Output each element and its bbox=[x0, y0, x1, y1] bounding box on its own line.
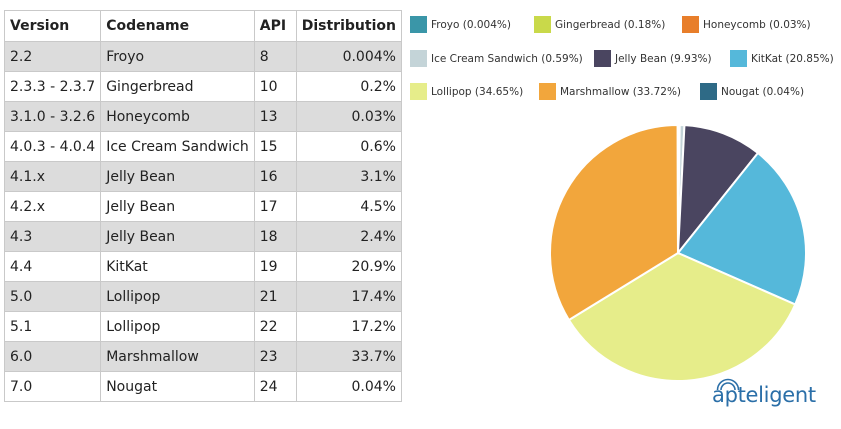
table-row: 7.0 Nougat 24 0.04% bbox=[3, 371, 402, 402]
legend-item-gingerbread: Gingerbread (0.18%) bbox=[534, 16, 665, 33]
cell-codename: Froyo bbox=[100, 41, 255, 72]
table-row: 6.0 Marshmallow 23 33.7% bbox=[3, 341, 402, 372]
table-row: 5.0 Lollipop 21 17.4% bbox=[3, 281, 402, 312]
header-codename: Codename bbox=[100, 10, 255, 42]
table-row: 4.3 Jelly Bean 18 2.4% bbox=[3, 221, 402, 252]
table-row: 4.4 KitKat 19 20.9% bbox=[3, 251, 402, 282]
legend-item-honeycomb: Honeycomb (0.03%) bbox=[682, 16, 811, 33]
legend-swatch bbox=[700, 83, 717, 100]
cell-version: 7.0 bbox=[3, 371, 102, 402]
table-row: 4.1.x Jelly Bean 16 3.1% bbox=[3, 161, 402, 192]
cell-api: 21 bbox=[253, 281, 297, 312]
legend-item-marshmallow: Marshmallow (33.72%) bbox=[539, 83, 681, 100]
legend-item-nougat: Nougat (0.04%) bbox=[700, 83, 804, 100]
legend-swatch bbox=[594, 50, 611, 67]
cell-distribution: 20.9% bbox=[295, 251, 402, 282]
signal-waves-icon bbox=[716, 378, 740, 391]
table-row: 3.1.0 - 3.2.6 Honeycomb 13 0.03% bbox=[3, 101, 402, 132]
cell-codename: Jelly Bean bbox=[100, 221, 255, 252]
cell-version: 5.1 bbox=[3, 311, 102, 342]
legend-swatch bbox=[410, 83, 427, 100]
cell-distribution: 3.1% bbox=[295, 161, 402, 192]
table-header-row: Version Codename API Distribution bbox=[3, 10, 402, 42]
cell-version: 4.2.x bbox=[3, 191, 102, 222]
legend-swatch bbox=[682, 16, 699, 33]
cell-distribution: 33.7% bbox=[295, 341, 402, 372]
cell-distribution: 0.04% bbox=[295, 371, 402, 402]
pie-slice-lollipop bbox=[567, 251, 797, 382]
cell-version: 6.0 bbox=[3, 341, 102, 372]
legend-label: Nougat (0.04%) bbox=[721, 85, 805, 98]
legend-swatch bbox=[410, 50, 427, 67]
legend-swatch bbox=[539, 83, 556, 100]
legend-label: Gingerbread (0.18%) bbox=[555, 18, 666, 31]
legend-swatch bbox=[534, 16, 551, 33]
cell-distribution: 4.5% bbox=[295, 191, 402, 222]
distribution-pie-chart bbox=[549, 123, 807, 382]
cell-api: 19 bbox=[253, 251, 297, 282]
cell-codename: KitKat bbox=[100, 251, 255, 282]
cell-codename: Jelly Bean bbox=[100, 161, 255, 192]
cell-codename: Lollipop bbox=[100, 281, 255, 312]
legend-label: Marshmallow (33.72%) bbox=[560, 85, 682, 98]
table-row: 4.2.x Jelly Bean 17 4.5% bbox=[3, 191, 402, 222]
cell-version: 4.1.x bbox=[3, 161, 102, 192]
cell-version: 2.2 bbox=[3, 41, 102, 72]
table-row: 2.3.3 - 2.3.7 Gingerbread 10 0.2% bbox=[3, 71, 402, 102]
cell-distribution: 17.2% bbox=[295, 311, 402, 342]
legend-label: Jelly Bean (9.93%) bbox=[615, 52, 712, 65]
header-version: Version bbox=[3, 10, 102, 42]
legend-label: Lollipop (34.65%) bbox=[431, 85, 524, 98]
pie-slice-marshmallow bbox=[549, 123, 680, 322]
legend-swatch bbox=[730, 50, 747, 67]
cell-api: 13 bbox=[253, 101, 297, 132]
cell-distribution: 17.4% bbox=[295, 281, 402, 312]
distribution-table: Version Codename API Distribution 2.2 Fr… bbox=[3, 10, 402, 402]
legend-label: KitKat (20.85%) bbox=[751, 52, 834, 65]
legend-label: Honeycomb (0.03%) bbox=[703, 18, 811, 31]
header-distribution: Distribution bbox=[295, 10, 402, 42]
cell-api: 24 bbox=[253, 371, 297, 402]
header-api: API bbox=[253, 10, 297, 42]
cell-codename: Jelly Bean bbox=[100, 191, 255, 222]
cell-codename: Nougat bbox=[100, 371, 255, 402]
cell-distribution: 0.03% bbox=[295, 101, 402, 132]
cell-distribution: 0.2% bbox=[295, 71, 402, 102]
cell-version: 5.0 bbox=[3, 281, 102, 312]
pie-slice-jelly-bean bbox=[676, 124, 760, 257]
legend-item-kitkat: KitKat (20.85%) bbox=[730, 50, 834, 67]
legend-item-ice-cream-sandwich: Ice Cream Sandwich (0.59%) bbox=[410, 50, 583, 67]
cell-version: 4.0.3 - 4.0.4 bbox=[3, 131, 102, 162]
table-row: 4.0.3 - 4.0.4 Ice Cream Sandwich 15 0.6% bbox=[3, 131, 402, 162]
apteligent-logo: apteligent bbox=[712, 378, 816, 406]
cell-version: 3.1.0 - 3.2.6 bbox=[3, 101, 102, 132]
cell-distribution: 0.004% bbox=[295, 41, 402, 72]
cell-codename: Honeycomb bbox=[100, 101, 255, 132]
cell-version: 2.3.3 - 2.3.7 bbox=[3, 71, 102, 102]
legend-item-lollipop: Lollipop (34.65%) bbox=[410, 83, 523, 100]
legend-item-froyo: Froyo (0.004%) bbox=[410, 16, 511, 33]
cell-version: 4.4 bbox=[3, 251, 102, 282]
cell-api: 23 bbox=[253, 341, 297, 372]
legend-label: Ice Cream Sandwich (0.59%) bbox=[431, 52, 583, 65]
cell-api: 10 bbox=[253, 71, 297, 102]
cell-api: 16 bbox=[253, 161, 297, 192]
cell-codename: Lollipop bbox=[100, 311, 255, 342]
cell-api: 18 bbox=[253, 221, 297, 252]
table-row: 2.2 Froyo 8 0.004% bbox=[3, 41, 402, 72]
cell-codename: Gingerbread bbox=[100, 71, 255, 102]
cell-distribution: 2.4% bbox=[295, 221, 402, 252]
cell-distribution: 0.6% bbox=[295, 131, 402, 162]
cell-api: 22 bbox=[253, 311, 297, 342]
cell-version: 4.3 bbox=[3, 221, 102, 252]
cell-api: 8 bbox=[253, 41, 297, 72]
cell-codename: Ice Cream Sandwich bbox=[100, 131, 255, 162]
cell-api: 17 bbox=[253, 191, 297, 222]
legend-label: Froyo (0.004%) bbox=[431, 18, 511, 31]
cell-codename: Marshmallow bbox=[100, 341, 255, 372]
cell-api: 15 bbox=[253, 131, 297, 162]
legend-item-jelly-bean: Jelly Bean (9.93%) bbox=[594, 50, 712, 67]
legend-swatch bbox=[410, 16, 427, 33]
table-row: 5.1 Lollipop 22 17.2% bbox=[3, 311, 402, 342]
